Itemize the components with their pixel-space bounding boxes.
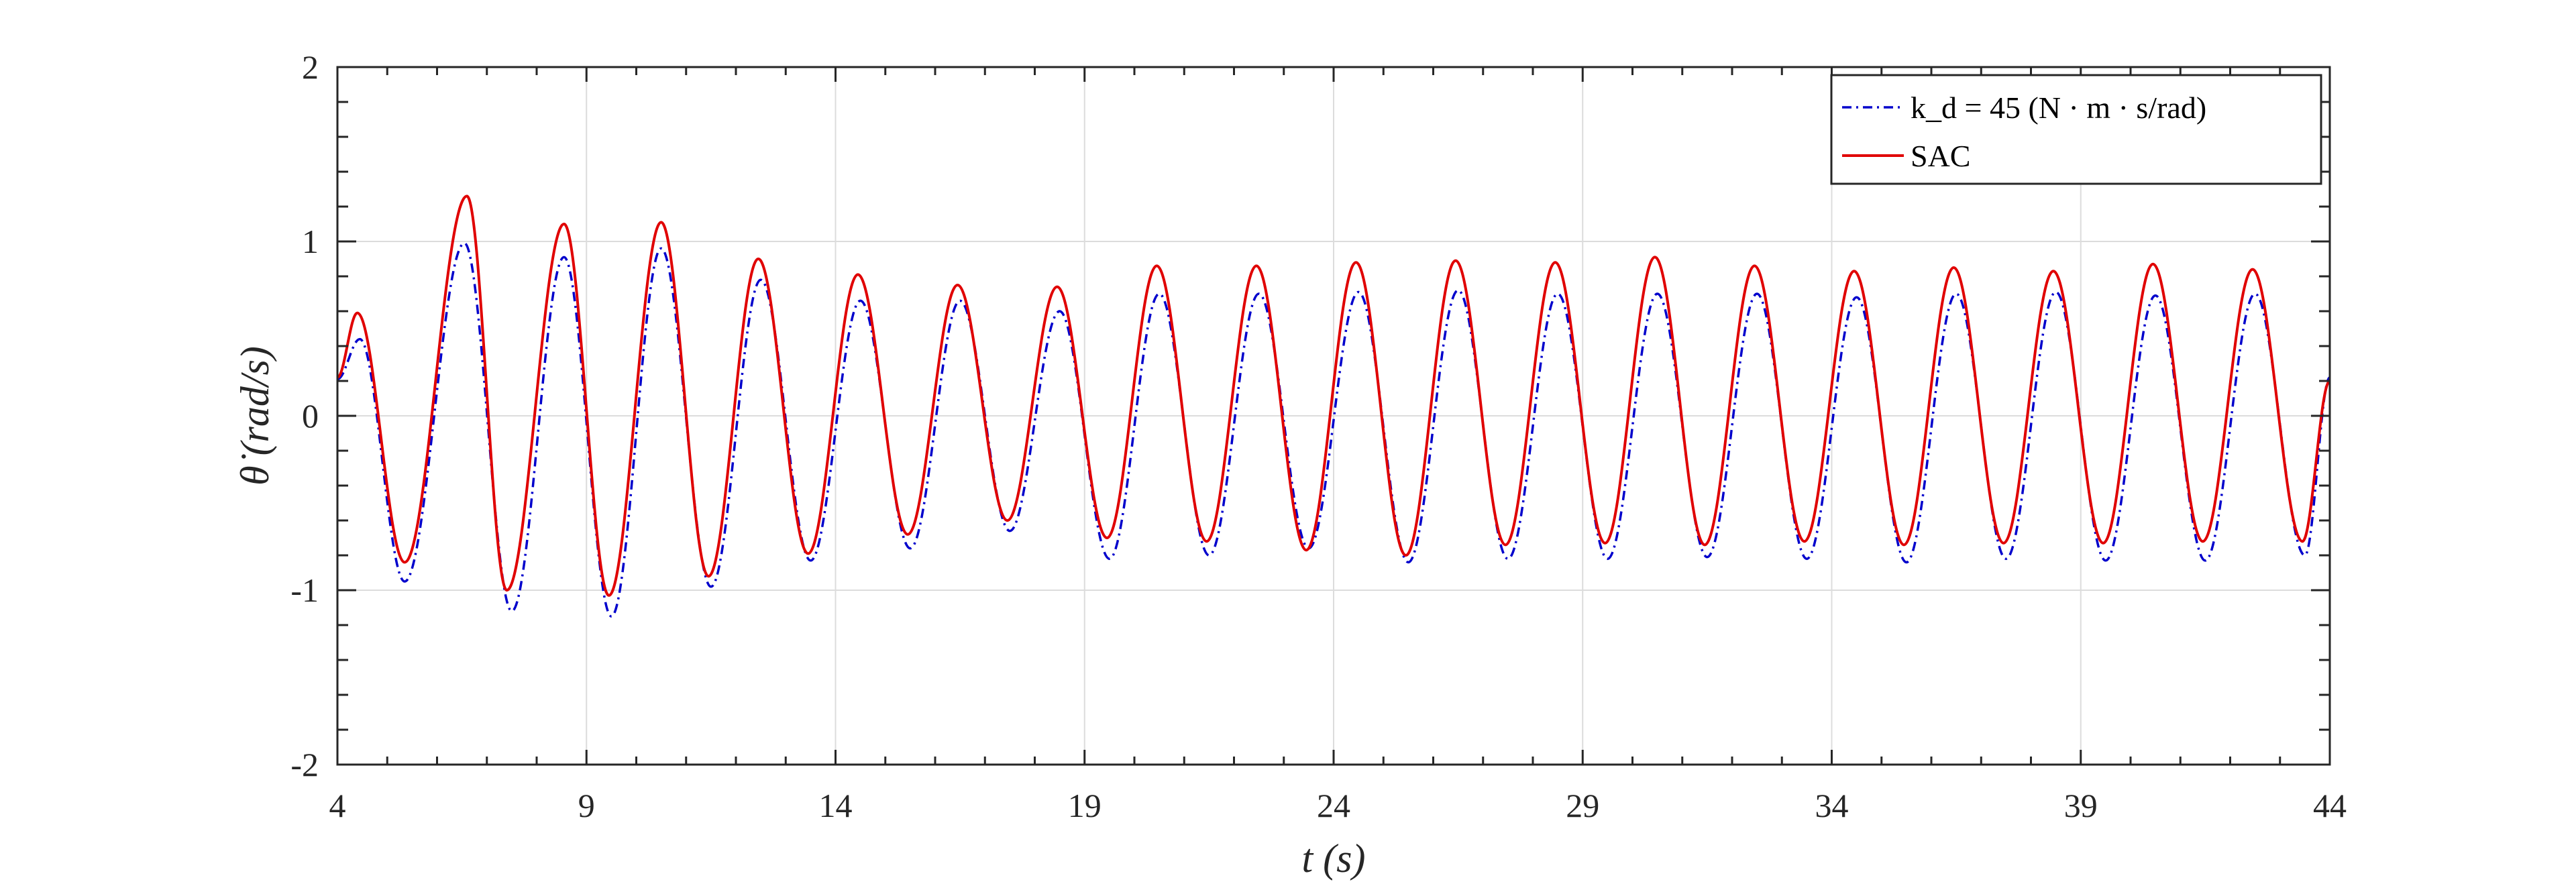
tick-labels: 4 9 14 19 24 29 34 39 44 -2 -1 0 1 2 — [290, 48, 2347, 824]
y-tick-label: -1 — [290, 571, 319, 609]
x-tick-label: 19 — [1068, 787, 1102, 824]
x-tick-label: 44 — [2313, 787, 2347, 824]
x-tick-label: 4 — [329, 787, 346, 824]
y-axis-label: θ̇ (rad/s) — [233, 346, 277, 486]
y-tick-label: 1 — [302, 223, 319, 260]
x-tick-label: 34 — [1815, 787, 1849, 824]
series-line-kd45 — [337, 241, 2331, 618]
y-tick-label: 0 — [302, 397, 319, 435]
x-tick-label: 29 — [1566, 787, 1599, 824]
ticks — [336, 66, 2331, 766]
y-tick-label: -2 — [290, 746, 319, 783]
y-tick-label: 2 — [302, 48, 319, 86]
legend-label: k_d = 45 (N · m · s/rad) — [1911, 91, 2206, 125]
legend-box — [1830, 74, 2322, 185]
series-line-sac — [336, 194, 2331, 597]
x-tick-label: 39 — [2064, 787, 2098, 824]
legend: k_d = 45 (N · m · s/rad) SAC — [1830, 74, 2322, 185]
x-tick-label: 14 — [819, 787, 853, 824]
x-axis-label: t (s) — [1302, 836, 1366, 881]
x-tick-label: 24 — [1317, 787, 1350, 824]
x-tick-label: 9 — [578, 787, 595, 824]
series-layer — [336, 194, 2331, 618]
legend-label: SAC — [1911, 139, 1970, 173]
